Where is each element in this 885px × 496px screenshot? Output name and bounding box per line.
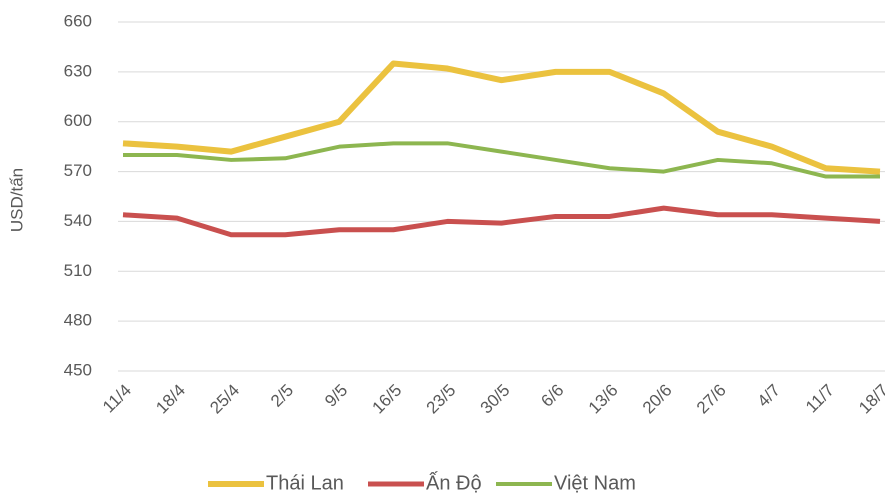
y-tick-label: 510 xyxy=(64,261,92,280)
x-tick-label: 11/4 xyxy=(99,381,135,417)
x-tick-label: 4/7 xyxy=(754,381,784,411)
legend-label: Ấn Độ xyxy=(426,471,482,494)
x-tick-label: 27/6 xyxy=(693,381,730,418)
y-tick-label: 480 xyxy=(64,311,92,330)
series-line xyxy=(122,60,881,175)
series-line xyxy=(123,141,880,179)
x-tick-label: 2/5 xyxy=(267,381,297,411)
x-tick-label: 18/7 xyxy=(855,381,885,418)
x-tick-label: 11/7 xyxy=(802,381,838,417)
x-tick-label: 16/5 xyxy=(369,381,406,418)
x-tick-label: 9/5 xyxy=(321,381,351,411)
x-tick-label: 18/4 xyxy=(152,381,189,418)
x-tick-label: 30/5 xyxy=(477,381,514,418)
x-tick-label: 20/6 xyxy=(639,381,676,418)
series-line xyxy=(122,205,881,238)
y-tick-label: 450 xyxy=(64,360,92,379)
x-tick-label: 13/6 xyxy=(585,381,622,418)
x-tick-label: 23/5 xyxy=(423,381,460,418)
y-tick-label: 540 xyxy=(64,211,92,230)
y-tick-label: 570 xyxy=(64,161,92,180)
y-tick-label: 630 xyxy=(64,61,92,80)
y-axis-title: USD/tấn xyxy=(7,168,26,232)
y-tick-label: 660 xyxy=(64,11,92,30)
x-tick-label: 25/4 xyxy=(206,381,243,418)
x-tick-label: 6/6 xyxy=(537,381,567,411)
legend-label: Việt Nam xyxy=(554,472,636,494)
y-tick-label: 600 xyxy=(64,111,92,130)
legend-label: Thái Lan xyxy=(266,472,344,494)
